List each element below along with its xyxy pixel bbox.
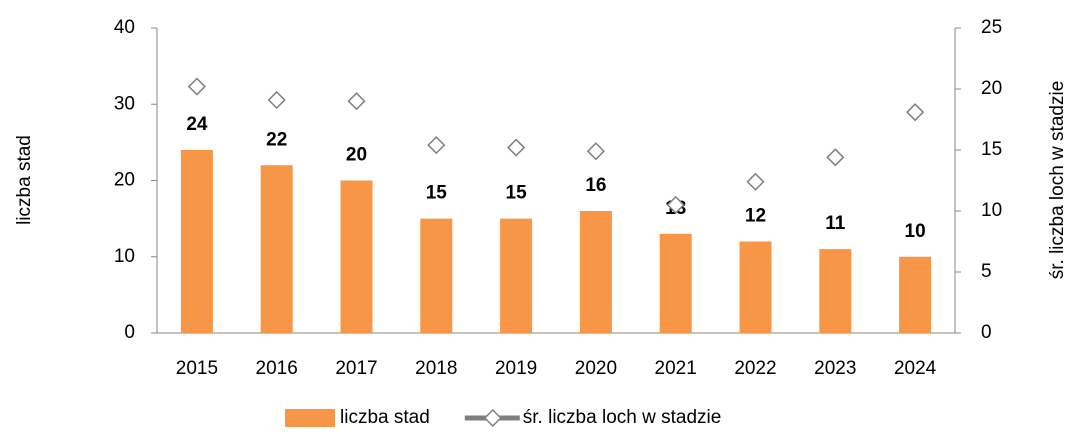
- x-tick-label: 2023: [814, 358, 856, 379]
- x-tick-label: 2020: [575, 358, 617, 379]
- marker: [427, 136, 446, 155]
- data-label: 15: [506, 183, 528, 204]
- marker: [906, 103, 925, 122]
- y2-tick-label: 25: [981, 17, 1002, 38]
- marker: [586, 142, 605, 161]
- x-tick-label: 2019: [495, 358, 537, 379]
- data-label: 22: [266, 129, 287, 150]
- bar: [899, 256, 932, 333]
- marker: [267, 90, 286, 110]
- y-tick-label: 40: [114, 17, 135, 38]
- legend-swatch: [285, 409, 335, 427]
- x-tick-label: 2024: [894, 358, 937, 379]
- y2-tick-label: 15: [981, 139, 1002, 160]
- y-tick-label: 20: [114, 170, 135, 191]
- bar: [659, 233, 692, 333]
- data-label: 20: [346, 145, 367, 166]
- marker: [666, 195, 685, 214]
- bar: [739, 241, 772, 333]
- data-label: 16: [585, 175, 606, 196]
- data-label: 12: [745, 206, 766, 227]
- y-tick-label: 0: [124, 322, 135, 343]
- x-tick-label: 2018: [415, 358, 457, 379]
- bar: [340, 180, 373, 333]
- marker: [746, 172, 765, 191]
- x-tick-label: 2016: [256, 358, 298, 379]
- y2-tick-label: 5: [981, 261, 992, 282]
- legend-marker: [483, 408, 502, 428]
- y2-tick-label: 20: [981, 78, 1002, 99]
- y-tick-label: 30: [114, 93, 135, 114]
- y2-tick-label: 10: [981, 200, 1002, 221]
- bar: [180, 150, 213, 333]
- bar: [260, 165, 293, 333]
- marker: [347, 92, 366, 111]
- y2-tick-label: 0: [981, 322, 992, 343]
- marker: [826, 148, 845, 167]
- y2-axis-title: śr. liczba loch w stadzie: [1047, 81, 1068, 280]
- y-axis-title: liczba stad: [14, 135, 35, 225]
- bar: [579, 211, 612, 333]
- y-tick-label: 10: [114, 246, 135, 267]
- legend-label: liczba stad: [340, 407, 430, 428]
- x-tick-label: 2017: [335, 358, 377, 379]
- data-label: 10: [905, 221, 926, 242]
- data-label: 24: [186, 114, 208, 135]
- data-label: 11: [825, 213, 846, 234]
- bar: [420, 218, 453, 333]
- bar: [819, 249, 852, 333]
- x-tick-label: 2022: [734, 358, 776, 379]
- bar: [500, 218, 533, 333]
- marker: [507, 138, 526, 157]
- x-tick-label: 2021: [655, 358, 697, 379]
- data-label: 15: [426, 183, 448, 204]
- x-tick-label: 2015: [176, 358, 218, 379]
- marker: [187, 77, 206, 96]
- legend-label: śr. liczba loch w stadzie: [523, 407, 722, 428]
